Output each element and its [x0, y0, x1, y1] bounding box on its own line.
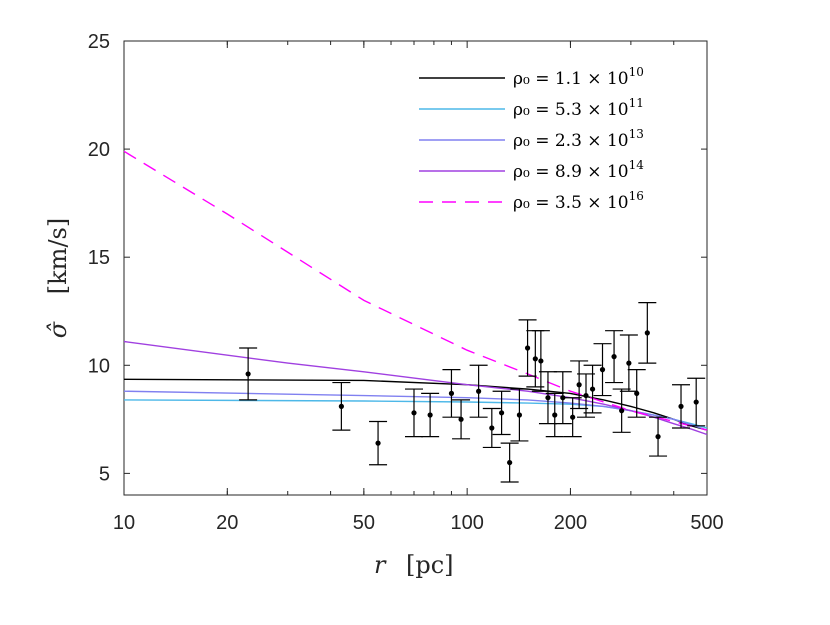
data-point	[570, 414, 576, 420]
data-point	[560, 395, 566, 401]
legend-label-exponent: 11	[629, 96, 644, 110]
legend-label-base: ρ₀ = 3.5 × 10	[513, 193, 629, 213]
legend-label: ρ₀ = 8.9 × 1014	[513, 158, 644, 182]
tick-labels: 5 10 15 20 25 10 20 50 100 200 500	[88, 31, 724, 534]
plot-frame	[123, 40, 708, 496]
x-tick-label: 20	[216, 512, 238, 534]
x-axis-label-unit: [pc]	[406, 551, 454, 579]
data-point	[532, 356, 538, 362]
data-point	[655, 434, 661, 440]
legend-label: ρ₀ = 2.3 × 1013	[513, 127, 644, 151]
y-tick-label: 5	[99, 463, 110, 485]
data-point	[411, 410, 417, 416]
data-point	[611, 354, 617, 360]
data-point	[626, 360, 632, 366]
plot-area	[123, 40, 708, 496]
x-tick-label: 10	[113, 512, 135, 534]
legend-label-base: ρ₀ = 2.3 × 10	[513, 131, 629, 151]
data-point	[476, 388, 482, 394]
data-point	[498, 410, 505, 416]
legend-label-exponent: 10	[629, 65, 644, 79]
data-point	[552, 412, 558, 418]
y-tick-label: 15	[88, 247, 110, 269]
data-point	[589, 386, 596, 392]
data-point	[545, 395, 551, 401]
data-point	[338, 403, 344, 409]
data-point	[245, 371, 251, 377]
data-point	[458, 416, 464, 422]
y-axis-label-var: σ̂	[44, 321, 72, 338]
legend-label: ρ₀ = 3.5 × 1016	[513, 189, 644, 213]
y-tick-label: 25	[88, 31, 110, 53]
legend: ρ₀ = 1.1 × 1010 ρ₀ = 5.3 × 1011 ρ₀ = 2.3 ×…	[419, 65, 644, 213]
data-point	[516, 412, 523, 418]
data-point	[693, 399, 699, 405]
data-point	[619, 408, 625, 414]
data-point	[538, 358, 544, 364]
data-point	[489, 425, 495, 431]
data-point	[644, 330, 650, 336]
x-tick-label: 500	[690, 512, 723, 534]
legend-label: ρ₀ = 5.3 × 1011	[513, 96, 644, 120]
data-point	[678, 403, 684, 409]
data-point	[634, 390, 640, 396]
data-point	[507, 459, 513, 466]
legend-label-base: ρ₀ = 1.1 × 10	[513, 69, 629, 89]
data-point	[448, 390, 455, 396]
legend-label-base: ρ₀ = 8.9 × 10	[513, 162, 629, 182]
x-tick-label: 200	[554, 512, 587, 534]
x-tick-label: 50	[353, 512, 375, 534]
data-point	[583, 392, 589, 399]
series-line	[123, 150, 708, 431]
data-point	[576, 382, 582, 388]
x-tick-label: 100	[450, 512, 483, 534]
series-line	[123, 390, 708, 431]
data-point	[427, 412, 433, 418]
data-point	[375, 440, 381, 446]
legend-label-exponent: 16	[629, 189, 644, 203]
legend-label-exponent: 13	[629, 127, 644, 141]
legend-label-base: ρ₀ = 5.3 × 10	[513, 100, 629, 120]
legend-label: ρ₀ = 1.1 × 1010	[513, 65, 644, 89]
legend-label-exponent: 14	[629, 158, 645, 172]
data-point	[524, 345, 531, 351]
series-line	[123, 340, 708, 436]
y-tick-label: 20	[88, 139, 110, 161]
y-tick-label: 10	[88, 355, 110, 377]
data-point	[599, 367, 606, 373]
x-axis-label-var: r	[374, 551, 387, 579]
y-axis-label-unit: [km/s]	[44, 218, 72, 294]
